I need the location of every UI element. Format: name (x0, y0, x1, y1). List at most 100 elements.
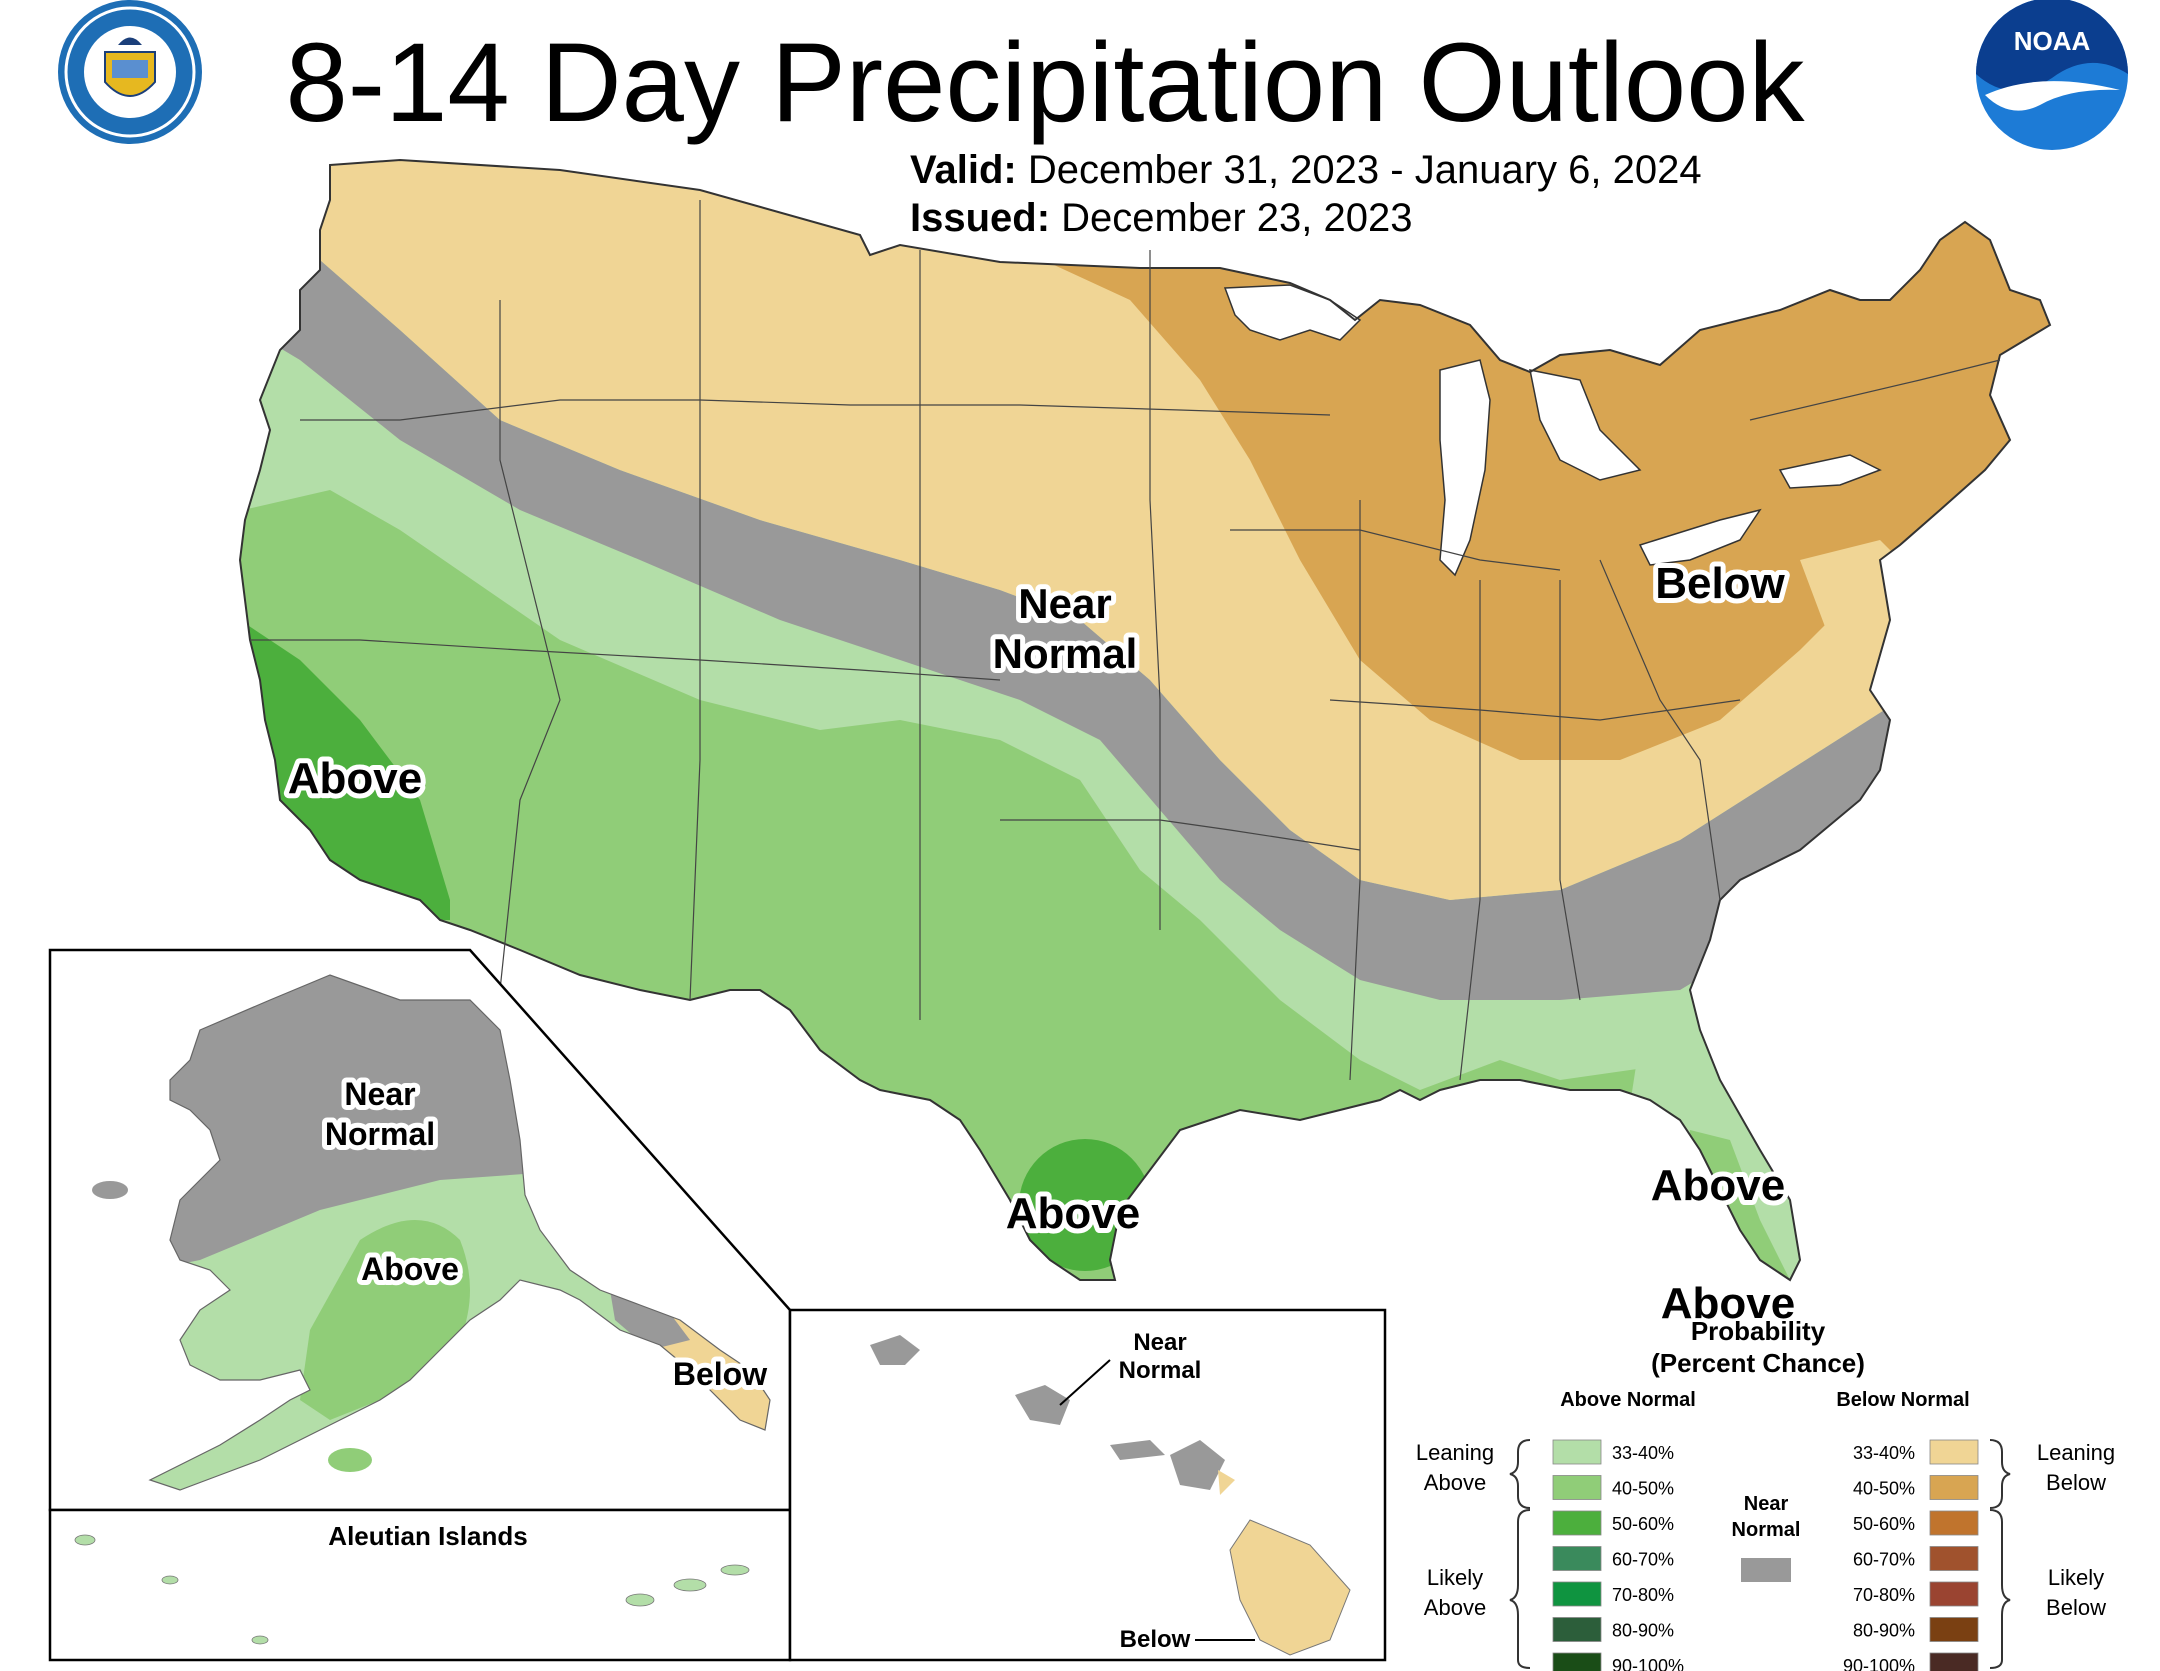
state-line-13 (1329, 699, 1741, 721)
alaska-outline (148, 974, 771, 1491)
brace-leaning-below (1989, 1439, 2011, 1509)
lake-huron (1529, 369, 1642, 481)
oahu-island (1015, 1385, 1070, 1425)
state-line-7 (1000, 819, 1361, 851)
seal-ring (64, 6, 196, 138)
brace-likely-above (1509, 1509, 1531, 1669)
noaa-bird (1985, 81, 2120, 111)
legend-title-2: (Percent Chance) (1651, 1348, 1865, 1378)
aleutian-island-6 (720, 1564, 750, 1576)
state-line-12 (1230, 529, 1561, 571)
kodiak-island (328, 1448, 372, 1472)
legend-above-header: Above Normal (1560, 1389, 1696, 1411)
label-above-south: Above (1661, 1279, 1795, 1328)
aleutian-islands (74, 1534, 750, 1645)
big-island (1229, 1519, 1351, 1656)
date-block: Valid: December 31, 2023 - January 6, 20… (910, 146, 1702, 242)
ak-label-near-1: Near (344, 1076, 415, 1112)
legend-near-2: Normal (1732, 1519, 1801, 1541)
aleutian-island-3 (251, 1635, 269, 1645)
ak-label-near-2: Normal (325, 1116, 435, 1152)
legend-title-1: Probability (1691, 1316, 1826, 1346)
noaa-top (1976, 0, 2128, 91)
legend-below-range-6: 90-100% (1843, 1656, 1915, 1671)
legend-likely-below-2: Below (2046, 1595, 2106, 1620)
hi-near-pointer (1059, 1359, 1111, 1406)
valid-label: Valid: (910, 148, 1017, 192)
legend-above-swatches: 33-40% 40-50% 50-60% 60-70% 70-80% 80-90% 90-1… (1552, 1439, 1684, 1671)
kauai-island (870, 1335, 920, 1365)
legend-below-swatch-0 (1929, 1439, 1979, 1465)
seal-eagle (118, 37, 142, 45)
legend-below-range-0: 33-40% (1853, 1443, 1915, 1463)
state-line-8 (1349, 500, 1361, 1081)
seal-shield-band (112, 60, 148, 78)
legend-leaning-below-2: Below (2046, 1470, 2106, 1495)
legend-above-range-5: 80-90% (1612, 1621, 1674, 1641)
state-borders (250, 200, 2001, 1081)
legend-likely-above-2: Above (1424, 1595, 1486, 1620)
legend-near-1: Near (1744, 1493, 1789, 1515)
label-above-west: Above (288, 754, 422, 803)
issued-row: Issued: December 23, 2023 (910, 194, 1702, 242)
aleutian-island-2 (161, 1575, 179, 1585)
legend-below-swatch-2 (1929, 1510, 1979, 1536)
label-below-northeast: Below (1655, 559, 1785, 608)
state-line-14 (1749, 359, 2001, 421)
lake-michigan (1439, 359, 1491, 577)
hi-label-near-2: Normal (1119, 1357, 1202, 1384)
legend-below-swatch-1 (1929, 1475, 1979, 1500)
maui-below-part (1218, 1470, 1235, 1495)
legend-above-swatch-3 (1552, 1546, 1602, 1571)
legend: Probability (Percent Chance) Above Norma… (1416, 1316, 2115, 1671)
lake-ontario (1778, 454, 1882, 489)
legend-above-swatch-1 (1552, 1475, 1602, 1500)
legend-below-range-1: 40-50% (1853, 1479, 1915, 1499)
alaska-inset: Near Normal Above Below (48, 948, 792, 1512)
legend-above-range-2: 50-60% (1612, 1514, 1674, 1534)
ak-label-above: Above (361, 1251, 459, 1287)
noaa-logo-icon: NOAA (1976, 0, 2128, 150)
valid-row: Valid: December 31, 2023 - January 6, 20… (910, 146, 1702, 194)
noaa-text: NOAA (2014, 26, 2091, 56)
issued-date: December 23, 2023 (1061, 196, 1413, 240)
state-line-1 (300, 399, 1331, 421)
legend-above-range-1: 40-50% (1612, 1479, 1674, 1499)
state-line-10 (1559, 580, 1581, 1001)
aleutian-island-1 (74, 1534, 96, 1546)
legend-above-swatch-0 (1552, 1439, 1602, 1465)
legend-below-swatches: 33-40% 40-50% 50-60% 60-70% 70-80% 80-90% 90-1… (1843, 1439, 1979, 1671)
label-above-florida: Above (1651, 1161, 1785, 1210)
legend-below-swatch-5 (1929, 1617, 1979, 1642)
state-line-3 (499, 300, 561, 991)
brace-leaning-above (1509, 1439, 1531, 1509)
aleutian-inset: Aleutian Islands (48, 1508, 792, 1662)
legend-above-swatch-2 (1552, 1510, 1602, 1536)
state-line-9 (1459, 580, 1481, 1081)
hawaii-inset: Near Normal Below (788, 1308, 1387, 1662)
label-near-normal-1: Near (1018, 580, 1111, 627)
commerce-seal-icon (58, 0, 202, 144)
lake-erie (1638, 508, 1762, 566)
legend-below-swatch-4 (1929, 1581, 1979, 1607)
ak-label-below: Below (673, 1356, 767, 1392)
brace-likely-below (1989, 1509, 2011, 1669)
label-near-normal-2: Normal (993, 630, 1138, 677)
legend-below-range-4: 70-80% (1853, 1585, 1915, 1605)
molokai-island (1110, 1440, 1165, 1460)
aleutian-frame (48, 1508, 792, 1662)
map-title: 8-14 Day Precipitation Outlook (285, 20, 1805, 145)
state-line-6 (1149, 250, 1161, 930)
aleutian-label: Aleutian Islands (328, 1521, 527, 1551)
state-line-11 (1599, 559, 1721, 901)
legend-below-swatch-6 (1929, 1652, 1979, 1671)
hi-label-below: Below (1120, 1626, 1191, 1653)
legend-below-swatch-3 (1929, 1546, 1979, 1571)
alaska-island-west (92, 1181, 128, 1199)
aleutian-island-5 (673, 1578, 707, 1592)
state-line-4 (689, 200, 701, 1001)
legend-below-range-3: 60-70% (1853, 1550, 1915, 1570)
midatlantic-below-33-region (1800, 540, 1900, 660)
legend-below-range-5: 80-90% (1853, 1621, 1915, 1641)
legend-leaning-above-2: Above (1424, 1470, 1486, 1495)
